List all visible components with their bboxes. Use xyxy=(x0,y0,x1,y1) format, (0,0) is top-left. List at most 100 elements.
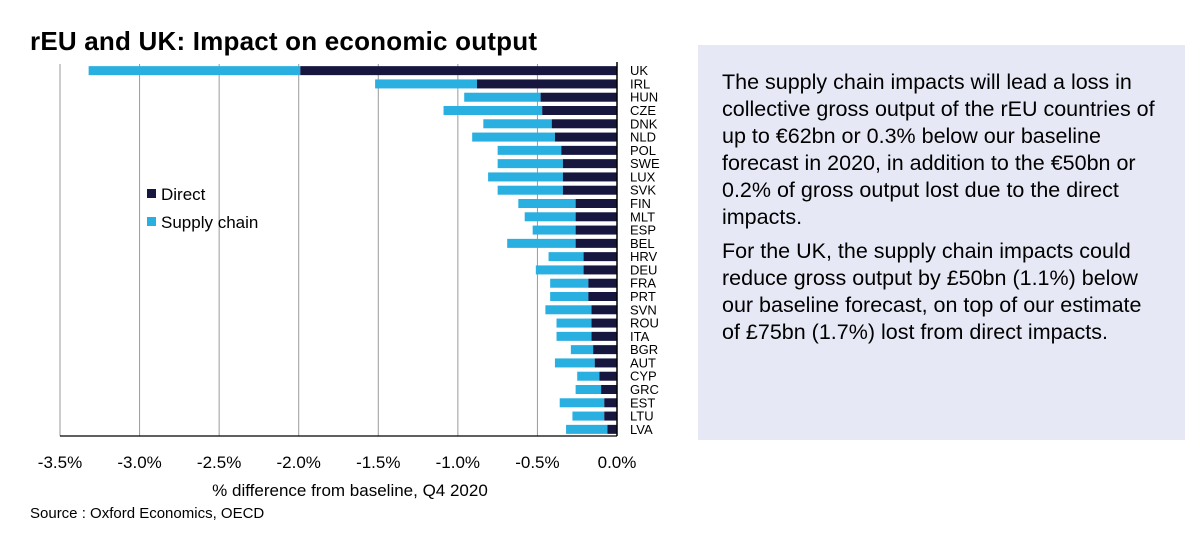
bar-direct-bgr xyxy=(593,345,617,355)
category-label-fin: FIN xyxy=(630,196,651,211)
category-label-nld: NLD xyxy=(630,130,656,145)
bar-supply-chain-dnk xyxy=(483,119,552,129)
category-label-bgr: BGR xyxy=(630,342,658,357)
category-label-pol: POL xyxy=(630,143,656,158)
bar-supply-chain-cze xyxy=(443,106,543,115)
bar-supply-chain-rou xyxy=(556,318,592,328)
bar-supply-chain-deu xyxy=(535,265,584,275)
legend-label-supply-chain: Supply chain xyxy=(161,213,258,232)
category-label-cyp: CYP xyxy=(630,369,657,384)
bar-direct-cyp xyxy=(599,371,617,381)
bar-direct-svn xyxy=(591,305,617,315)
category-label-fra: FRA xyxy=(630,276,656,291)
bar-supply-chain-ltu xyxy=(572,411,605,421)
axis xyxy=(60,62,618,437)
bar-supply-chain-pol xyxy=(497,145,562,155)
bar-supply-chain-svn xyxy=(545,305,592,315)
bar-supply-chain-svk xyxy=(497,185,563,195)
source-note: Source : Oxford Economics, OECD xyxy=(30,505,265,522)
category-label-hrv: HRV xyxy=(630,249,658,264)
bars xyxy=(88,66,617,434)
category-label-cze: CZE xyxy=(630,103,656,118)
bar-direct-svk xyxy=(562,185,617,195)
category-label-rou: ROU xyxy=(630,316,659,331)
category-label-bel: BEL xyxy=(630,236,655,251)
legend-swatch-supply-chain xyxy=(147,217,156,226)
bar-supply-chain-lux xyxy=(488,172,563,182)
category-label-ltu: LTU xyxy=(630,409,654,424)
bar-direct-mlt xyxy=(575,212,617,222)
x-tick-label: -1.0% xyxy=(436,453,480,472)
bar-supply-chain-lva xyxy=(566,424,608,434)
bar-supply-chain-mlt xyxy=(524,212,576,222)
bar-supply-chain-est xyxy=(559,398,605,408)
category-label-deu: DEU xyxy=(630,262,657,277)
bar-direct-fra xyxy=(588,278,617,288)
bar-supply-chain-bgr xyxy=(570,345,594,355)
category-label-svn: SVN xyxy=(630,302,657,317)
category-label-aut: AUT xyxy=(630,355,656,370)
bar-supply-chain-hun xyxy=(464,92,541,102)
commentary-panel: The supply chain impacts will lead a los… xyxy=(698,45,1185,440)
bar-supply-chain-fin xyxy=(518,199,576,208)
bar-direct-esp xyxy=(575,225,617,235)
bar-supply-chain-bel xyxy=(507,238,576,248)
bar-direct-fin xyxy=(575,199,617,208)
category-label-irl: IRL xyxy=(630,76,650,91)
category-labels: UKIRLHUNCZEDNKNLDPOLSWELUXSVKFINMLTESPBE… xyxy=(630,63,660,437)
category-label-svk: SVK xyxy=(630,183,656,198)
bar-supply-chain-irl xyxy=(375,79,477,89)
bar-direct-pol xyxy=(561,145,617,155)
bar-direct-rou xyxy=(591,318,617,328)
x-tick-label: -3.5% xyxy=(38,453,82,472)
category-label-lva: LVA xyxy=(630,422,653,437)
bar-direct-deu xyxy=(583,265,617,275)
bar-supply-chain-cyp xyxy=(577,371,600,381)
bar-direct-aut xyxy=(594,358,617,368)
commentary-paragraph-2: For the UK, the supply chain impacts cou… xyxy=(722,239,1142,344)
category-label-est: EST xyxy=(630,395,655,410)
x-tick-label: -3.0% xyxy=(117,453,161,472)
bar-direct-ita xyxy=(591,331,617,341)
bar-supply-chain-aut xyxy=(554,358,595,368)
category-label-grc: GRC xyxy=(630,382,659,397)
x-tick-label: -2.0% xyxy=(277,453,321,472)
bar-supply-chain-uk xyxy=(88,66,301,76)
category-label-esp: ESP xyxy=(630,223,656,238)
bar-direct-lux xyxy=(562,172,617,182)
bar-supply-chain-fra xyxy=(550,278,589,288)
category-label-swe: SWE xyxy=(630,156,660,171)
category-label-hun: HUN xyxy=(630,90,658,105)
bar-supply-chain-grc xyxy=(575,385,602,394)
bar-direct-prt xyxy=(588,292,617,301)
legend: Direct Supply chain xyxy=(147,185,258,232)
x-tick-label: -1.5% xyxy=(356,453,400,472)
bar-direct-bel xyxy=(575,238,617,248)
category-label-dnk: DNK xyxy=(630,116,658,131)
bar-direct-grc xyxy=(601,385,617,394)
bar-direct-uk xyxy=(300,66,617,76)
legend-swatch-direct xyxy=(147,189,156,198)
bar-direct-dnk xyxy=(551,119,617,129)
bar-supply-chain-ita xyxy=(556,331,592,341)
bar-chart: UKIRLHUNCZEDNKNLDPOLSWELUXSVKFINMLTESPBE… xyxy=(38,62,660,472)
category-label-uk: UK xyxy=(630,63,648,78)
bar-direct-nld xyxy=(554,132,617,142)
bar-direct-lva xyxy=(607,424,617,434)
bar-direct-est xyxy=(604,398,617,408)
bar-direct-hrv xyxy=(583,252,617,262)
category-label-prt: PRT xyxy=(630,289,656,304)
category-label-lux: LUX xyxy=(630,169,656,184)
category-label-mlt: MLT xyxy=(630,209,655,224)
x-tick-label: 0.0% xyxy=(598,453,637,472)
chart-title: rEU and UK: Impact on economic output xyxy=(30,26,538,56)
bar-supply-chain-swe xyxy=(497,159,563,169)
x-tick-label: -2.5% xyxy=(197,453,241,472)
x-tick-label: -0.5% xyxy=(515,453,559,472)
x-axis-label: % difference from baseline, Q4 2020 xyxy=(212,481,488,500)
commentary-paragraph-1: The supply chain impacts will lead a los… xyxy=(722,70,1155,229)
legend-label-direct: Direct xyxy=(161,185,206,204)
bar-direct-hun xyxy=(540,92,617,102)
bar-supply-chain-hrv xyxy=(548,252,584,262)
bar-direct-cze xyxy=(542,106,617,115)
